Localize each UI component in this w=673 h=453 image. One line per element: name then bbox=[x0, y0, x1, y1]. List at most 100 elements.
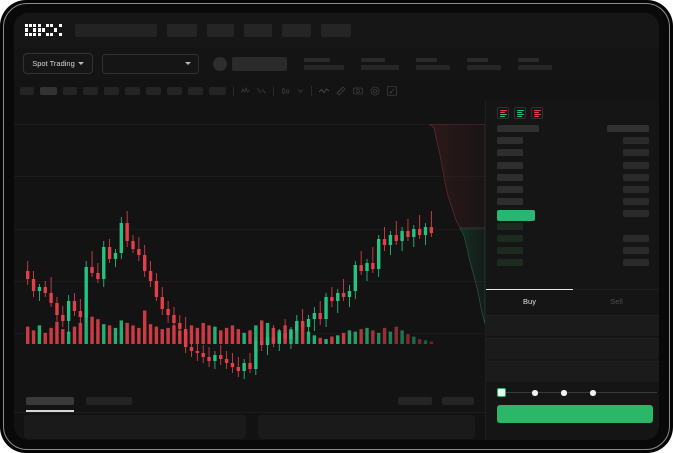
okx-logo-icon[interactable] bbox=[25, 23, 65, 37]
assets-panel[interactable] bbox=[257, 415, 475, 439]
orderbook-amount-cell bbox=[623, 149, 649, 157]
fullscreen-icon[interactable] bbox=[387, 85, 397, 96]
volume-bar bbox=[353, 331, 357, 344]
slider-stop-2[interactable] bbox=[561, 390, 567, 396]
trend-line-icon[interactable] bbox=[257, 87, 266, 95]
tab-buy[interactable]: Buy bbox=[486, 289, 573, 312]
volume-bar bbox=[178, 330, 182, 344]
price-chart-pane[interactable] bbox=[14, 101, 485, 390]
nav-item-4[interactable] bbox=[282, 23, 311, 37]
timeframe-group bbox=[14, 86, 226, 95]
volume-bar bbox=[107, 325, 112, 344]
candle bbox=[43, 287, 47, 293]
orderbook-header-row[interactable] bbox=[486, 125, 659, 134]
timeframe-5[interactable] bbox=[104, 86, 119, 95]
volume-bar bbox=[271, 327, 276, 344]
line-chart-icon[interactable] bbox=[319, 87, 329, 95]
orderbook-amount-cell bbox=[623, 185, 649, 193]
market-depth-overlay bbox=[429, 124, 485, 325]
orderbook-mode-bids-icon[interactable] bbox=[514, 107, 526, 119]
camera-icon[interactable] bbox=[353, 86, 363, 95]
nav-search[interactable] bbox=[75, 23, 157, 37]
timeframe-8[interactable] bbox=[167, 86, 182, 95]
candle bbox=[113, 253, 118, 259]
ask-row[interactable] bbox=[486, 149, 659, 158]
orderbook-amount-cell bbox=[607, 125, 649, 132]
amount-percent-slider[interactable] bbox=[497, 387, 657, 399]
action-hide-other-pairs[interactable] bbox=[398, 397, 432, 405]
orders-table-panel[interactable] bbox=[24, 415, 246, 439]
bid-row[interactable] bbox=[486, 222, 659, 232]
bid-row[interactable] bbox=[486, 259, 659, 268]
slider-stop-3[interactable] bbox=[590, 390, 596, 396]
candle bbox=[148, 271, 153, 281]
candlestick-type-icon[interactable] bbox=[281, 87, 290, 95]
tab-sell[interactable]: Sell bbox=[573, 290, 659, 312]
timeframe-3[interactable] bbox=[63, 86, 77, 95]
timeframe-7[interactable] bbox=[146, 86, 161, 95]
place-buy-order-button[interactable] bbox=[497, 405, 653, 423]
stat-label bbox=[416, 57, 437, 62]
candle bbox=[66, 301, 71, 321]
order-book-panel: Buy Sell bbox=[485, 101, 659, 440]
stat-last-price bbox=[304, 57, 344, 70]
candle bbox=[37, 287, 42, 291]
timeframe-2[interactable] bbox=[40, 86, 57, 95]
trading-mode-select[interactable]: Spot Trading bbox=[23, 53, 93, 74]
nav-item-1[interactable] bbox=[167, 23, 197, 37]
bid-row[interactable] bbox=[486, 246, 659, 256]
slider-stop-1[interactable] bbox=[532, 390, 538, 396]
chevron-down-icon[interactable] bbox=[297, 87, 304, 94]
volume-bar bbox=[207, 325, 211, 344]
ask-row[interactable] bbox=[486, 173, 659, 183]
volume-bar bbox=[382, 327, 387, 344]
action-cancel-all[interactable] bbox=[442, 397, 474, 405]
nav-item-3[interactable] bbox=[244, 23, 272, 37]
ruler-icon[interactable] bbox=[336, 85, 346, 96]
orderbook-price-cell bbox=[497, 210, 535, 222]
price-field[interactable] bbox=[486, 315, 659, 336]
ask-row[interactable] bbox=[486, 198, 659, 207]
ask-row[interactable] bbox=[486, 137, 659, 146]
volume-bar bbox=[90, 316, 94, 344]
slider-knob[interactable] bbox=[497, 388, 506, 397]
orderbook-mode-asks-icon[interactable] bbox=[531, 107, 543, 119]
ask-row[interactable] bbox=[486, 185, 659, 195]
volume-bar bbox=[113, 327, 118, 344]
candle bbox=[236, 367, 240, 371]
indicator-icon[interactable] bbox=[241, 86, 250, 95]
amount-field[interactable] bbox=[486, 338, 659, 359]
total-field[interactable] bbox=[486, 361, 659, 382]
bid-row[interactable] bbox=[486, 234, 659, 244]
nav-item-5[interactable] bbox=[321, 23, 351, 37]
tab-order-history[interactable] bbox=[86, 397, 132, 405]
stat-label bbox=[304, 57, 330, 62]
orderbook-amount-cell bbox=[623, 173, 649, 181]
nav-item-2[interactable] bbox=[207, 23, 234, 37]
volume-bar bbox=[31, 330, 36, 344]
volume-bar bbox=[96, 319, 100, 344]
volume-bar bbox=[230, 325, 235, 344]
timeframe-4[interactable] bbox=[83, 86, 98, 95]
market-stats-group bbox=[287, 57, 552, 70]
current-price-row[interactable] bbox=[486, 210, 659, 222]
trading-pair-select[interactable] bbox=[102, 53, 199, 74]
app-screen: Spot Trading bbox=[14, 13, 659, 440]
orders-actions-group bbox=[398, 397, 474, 405]
volume-bar bbox=[219, 330, 223, 344]
settings-gear-icon[interactable] bbox=[370, 86, 380, 96]
volume-bar bbox=[336, 335, 340, 344]
orderbook-amount-cell bbox=[623, 246, 649, 254]
timeframe-9[interactable] bbox=[188, 86, 203, 95]
toolbar-divider bbox=[273, 85, 274, 96]
volume-bar bbox=[324, 339, 328, 344]
candle bbox=[242, 363, 246, 371]
candle bbox=[248, 363, 252, 369]
timeframe-1[interactable] bbox=[20, 86, 34, 95]
orderbook-mode-both-icon[interactable] bbox=[497, 107, 509, 119]
timeframe-10[interactable] bbox=[209, 86, 226, 95]
tab-open-orders[interactable] bbox=[26, 397, 74, 412]
ask-row[interactable] bbox=[486, 161, 659, 171]
orderbook-price-cell bbox=[497, 149, 523, 157]
timeframe-6[interactable] bbox=[125, 86, 140, 95]
